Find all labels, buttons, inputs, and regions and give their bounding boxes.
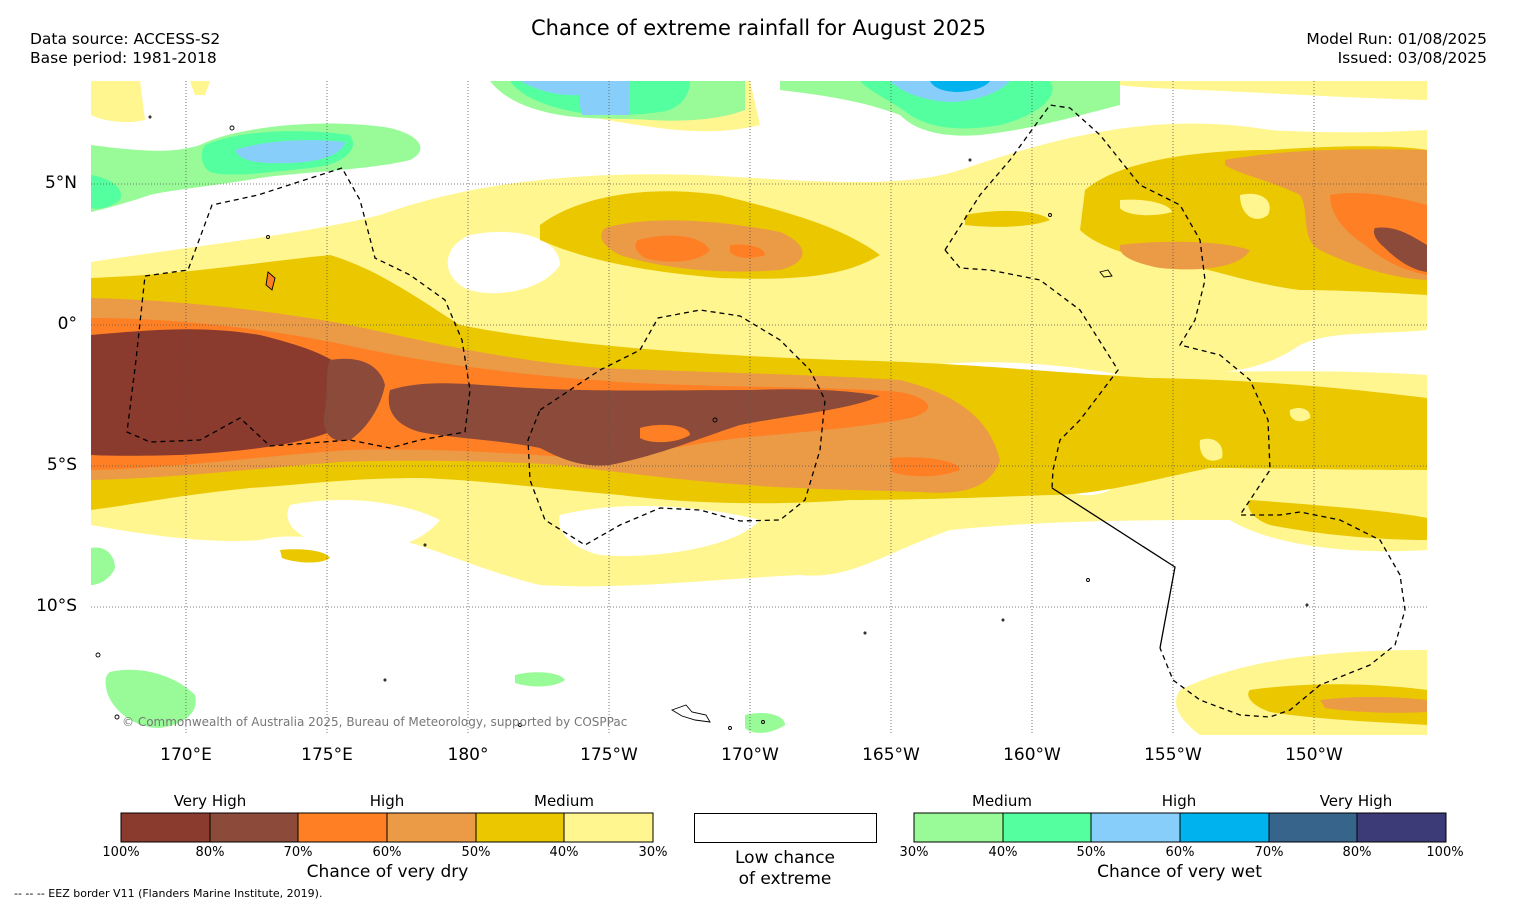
wet-swatch-4 [1180, 813, 1269, 842]
map-title: Chance of extreme rainfall for August 20… [531, 16, 986, 40]
dry-pct-70: 70% [283, 845, 313, 860]
legend-wet-colorbar [913, 812, 1447, 843]
legend-wet-title: Chance of very wet [1097, 862, 1262, 882]
dry-pct-80: 80% [195, 845, 225, 860]
dry-pct-50: 50% [461, 845, 491, 860]
wet-swatch-1 [914, 813, 1003, 842]
legend-dry-title: Chance of very dry [306, 862, 469, 882]
lat-tick-5s: 5°S [46, 455, 77, 475]
dry-swatch-3 [298, 813, 387, 842]
wet-swatch-3 [1091, 813, 1180, 842]
lon-tick-170e: 170°E [160, 745, 212, 765]
lon-tick-170w: 170°W [721, 745, 779, 765]
legend-wet-very-high: Very High [1319, 792, 1393, 810]
lon-tick-175w: 175°W [580, 745, 638, 765]
wet-swatch-5 [1269, 813, 1357, 842]
lat-tick-0: 0° [57, 314, 77, 334]
lat-tick-5n: 5°N [44, 173, 77, 193]
lon-tick-160w: 160°W [1003, 745, 1061, 765]
lon-tick-155w: 155°W [1144, 745, 1202, 765]
dry-swatch-5 [476, 813, 564, 842]
issued-date: Issued: 03/08/2025 [1337, 49, 1487, 67]
graticule [91, 81, 1427, 735]
base-period: Base period: 1981-2018 [30, 49, 217, 67]
dry-pct-30: 30% [638, 845, 668, 860]
map-plot-area [91, 81, 1427, 735]
legend-low-line1: Low chance [735, 848, 835, 868]
dry-swatch-6 [564, 813, 653, 842]
lon-tick-165w: 165°W [862, 745, 920, 765]
wet-swatch-6 [1357, 813, 1446, 842]
meta-right: Model Run: 01/08/2025 Issued: 03/08/2025 [1306, 30, 1487, 68]
meta-left: Data source: ACCESS-S2 Base period: 1981… [30, 30, 220, 68]
eez-borders [126, 104, 1406, 718]
dry-swatch-4 [387, 813, 476, 842]
legend-wet-medium: Medium [972, 792, 1032, 810]
dry-swatch-1 [121, 813, 210, 842]
wet-pct-100: 100% [1426, 845, 1464, 860]
legend-dry-very-high: Very High [173, 792, 247, 810]
legend-low-chance-swatch [694, 813, 877, 843]
eez-solid-border [1051, 487, 1176, 649]
dry-swatch-2 [210, 813, 298, 842]
dry-very-high-band [91, 329, 347, 456]
lon-tick-150w: 150°W [1285, 745, 1343, 765]
dry-pct-60: 60% [372, 845, 402, 860]
dry-pct-40: 40% [549, 845, 579, 860]
copyright-notice: © Commonwealth of Australia 2025, Bureau… [122, 715, 628, 729]
wet-pct-50: 50% [1076, 845, 1106, 860]
lon-tick-175e: 175°E [301, 745, 353, 765]
islands [95, 115, 1309, 730]
legend-low-line2: of extreme [738, 869, 832, 889]
wet-pct-70: 70% [1254, 845, 1284, 860]
legend-dry-high: High [369, 792, 405, 810]
wet-pct-40: 40% [988, 845, 1018, 860]
legend-wet-high: High [1161, 792, 1197, 810]
dry-pct-100: 100% [102, 845, 140, 860]
wet-pct-60: 60% [1165, 845, 1195, 860]
data-source: Data source: ACCESS-S2 [30, 30, 221, 48]
wet-pct-30: 30% [899, 845, 929, 860]
legend-dry-colorbar [120, 812, 654, 843]
wet-pct-80: 80% [1342, 845, 1372, 860]
model-run: Model Run: 01/08/2025 [1306, 30, 1487, 48]
eez-footnote: -- -- -- EEZ border V11 (Flanders Marine… [14, 887, 323, 900]
lon-tick-180: 180° [447, 745, 489, 765]
legend-dry-medium: Medium [534, 792, 594, 810]
wet-swatch-2 [1003, 813, 1091, 842]
lat-tick-10s: 10°S [36, 596, 77, 616]
